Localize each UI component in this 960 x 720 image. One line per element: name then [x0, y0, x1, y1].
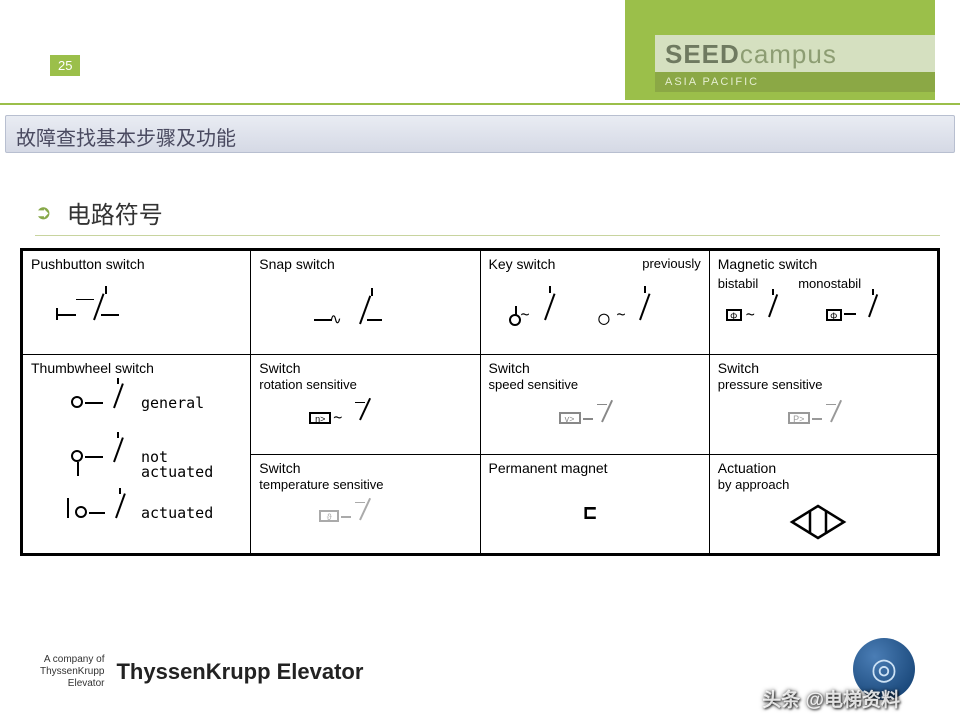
symbol-magnetic: Φ ~ Φ: [718, 291, 929, 341]
cell-magnet: Permanent magnet ⊏: [480, 455, 709, 555]
thumb-general: general: [141, 396, 204, 411]
sub-right: monostabil: [798, 276, 861, 291]
cell-label: Magnetic switch: [718, 256, 929, 274]
cell-label: Actuation: [718, 460, 776, 476]
page-title: 故障查找基本步骤及功能: [5, 115, 955, 153]
symbol-pushbutton: [31, 274, 242, 344]
brand-campus: campus: [740, 39, 837, 69]
cell-magnetic: Magnetic switch bistabil monostabil Φ ~ …: [709, 250, 938, 355]
cell-sub: pressure sensitive: [718, 377, 823, 392]
brand-region: ASIA PACIFIC: [655, 72, 935, 92]
symbol-table: Pushbutton switch Snap switch ∿ K: [20, 248, 940, 556]
symbol-snap: ∿: [259, 274, 471, 344]
cell-approach: Actuationby approach: [709, 455, 938, 555]
cell-pushbutton: Pushbutton switch: [22, 250, 251, 355]
cell-sub: speed sensitive: [489, 377, 579, 392]
thumb-not-actuated: not actuated: [141, 450, 242, 480]
symbol-pressure: P>: [718, 392, 929, 442]
footer-tagline: A company of ThyssenKrupp Elevator: [40, 654, 104, 690]
cell-label: Switch: [489, 360, 530, 376]
cell-label: Thumbwheel switch: [31, 360, 242, 378]
header-rule: [0, 103, 960, 105]
cell-label: Key switch: [489, 256, 556, 274]
sub-left: bistabil: [718, 276, 758, 291]
section-label: 电路符号: [67, 195, 163, 230]
symbol-permanent-magnet: ⊏: [489, 478, 701, 538]
cell-label: Snap switch: [259, 256, 471, 274]
cell-sub: rotation sensitive: [259, 377, 357, 392]
cell-rotation: Switchrotation sensitive n> ~: [251, 355, 480, 455]
cell-label: Pushbutton switch: [31, 256, 242, 274]
symbol-rotation: n> ~: [259, 392, 471, 442]
symbol-speed: v>: [489, 392, 701, 442]
cell-label: Switch: [259, 360, 300, 376]
cell-thumbwheel: Thumbwheel switch general not actuated a…: [22, 355, 251, 555]
brand-seed: SEED: [665, 39, 740, 69]
company-name: ThyssenKrupp Elevator: [116, 659, 363, 685]
symbol-approach: [718, 492, 929, 542]
cell-pressure: Switchpressure sensitive P>: [709, 355, 938, 455]
cell-sub: temperature sensitive: [259, 477, 383, 492]
header: 25 SEEDcampus ASIA PACIFIC: [0, 0, 960, 100]
cell-speed: Switchspeed sensitive v>: [480, 355, 709, 455]
cell-temperature: Switchtemperature sensitive ϑ: [251, 455, 480, 555]
cell-note: previously: [642, 256, 701, 274]
watermark: 头条 @电梯资料: [762, 685, 900, 712]
page-number: 25: [50, 55, 80, 76]
symbol-temperature: ϑ: [259, 492, 471, 542]
cell-key: Key switch previously ~ ◯ ~: [480, 250, 709, 355]
cell-label: Switch: [718, 360, 759, 376]
symbol-key: ~ ◯ ~: [489, 274, 701, 344]
cell-snap: Snap switch ∿: [251, 250, 480, 355]
section-heading: ➲ 电路符号: [35, 195, 940, 236]
cell-label: Permanent magnet: [489, 460, 701, 478]
thumb-actuated: actuated: [141, 506, 213, 521]
cell-label: Switch: [259, 460, 300, 476]
arrow-icon: ➲: [35, 200, 52, 225]
cell-sub: by approach: [718, 477, 790, 492]
